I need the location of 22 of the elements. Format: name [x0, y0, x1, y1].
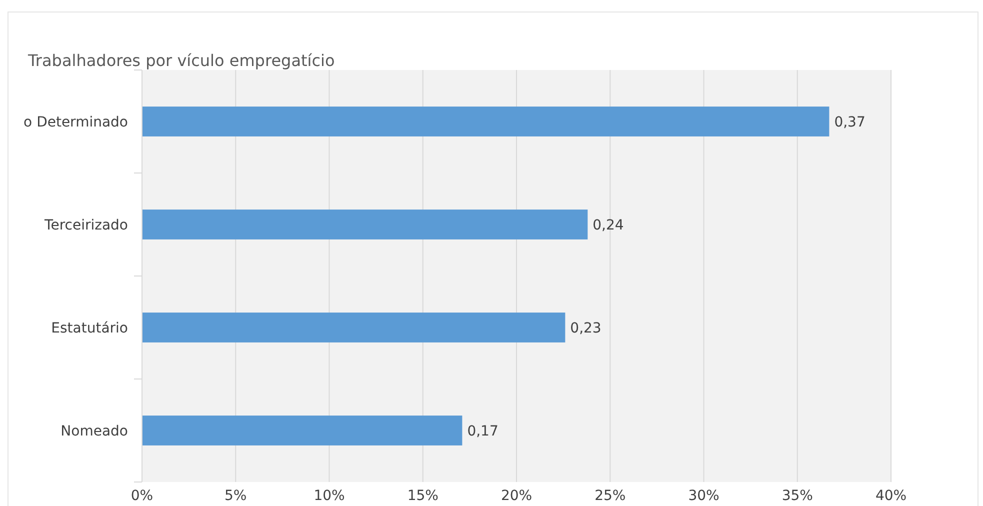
- bar: [142, 312, 566, 342]
- x-tick-label: 10%: [314, 488, 345, 504]
- data-label: 0,37: [834, 114, 866, 130]
- x-tick-label: 15%: [407, 488, 438, 504]
- y-tick-label: o Determinado: [24, 114, 128, 130]
- data-label: 0,23: [570, 320, 602, 336]
- y-tick-label: Estatutário: [51, 320, 128, 336]
- x-tick-label: 25%: [594, 488, 626, 504]
- data-label: 0,17: [467, 423, 498, 440]
- x-tick-label: 0%: [130, 488, 154, 504]
- x-tick-label: 5%: [224, 488, 247, 504]
- data-label: 0,24: [592, 217, 624, 234]
- x-tick-label: 30%: [688, 488, 720, 504]
- y-tick-label: Nomeado: [60, 423, 128, 440]
- x-tick-label: 20%: [500, 488, 532, 504]
- chart-title: Trabalhadores por vículo empregatício: [27, 51, 335, 70]
- x-tick-label: 40%: [875, 488, 907, 504]
- bar: [142, 106, 830, 136]
- y-tick-label: Terceirizado: [44, 217, 128, 234]
- x-tick-label: 35%: [782, 488, 813, 504]
- bar: [142, 210, 588, 240]
- bar: [142, 416, 462, 446]
